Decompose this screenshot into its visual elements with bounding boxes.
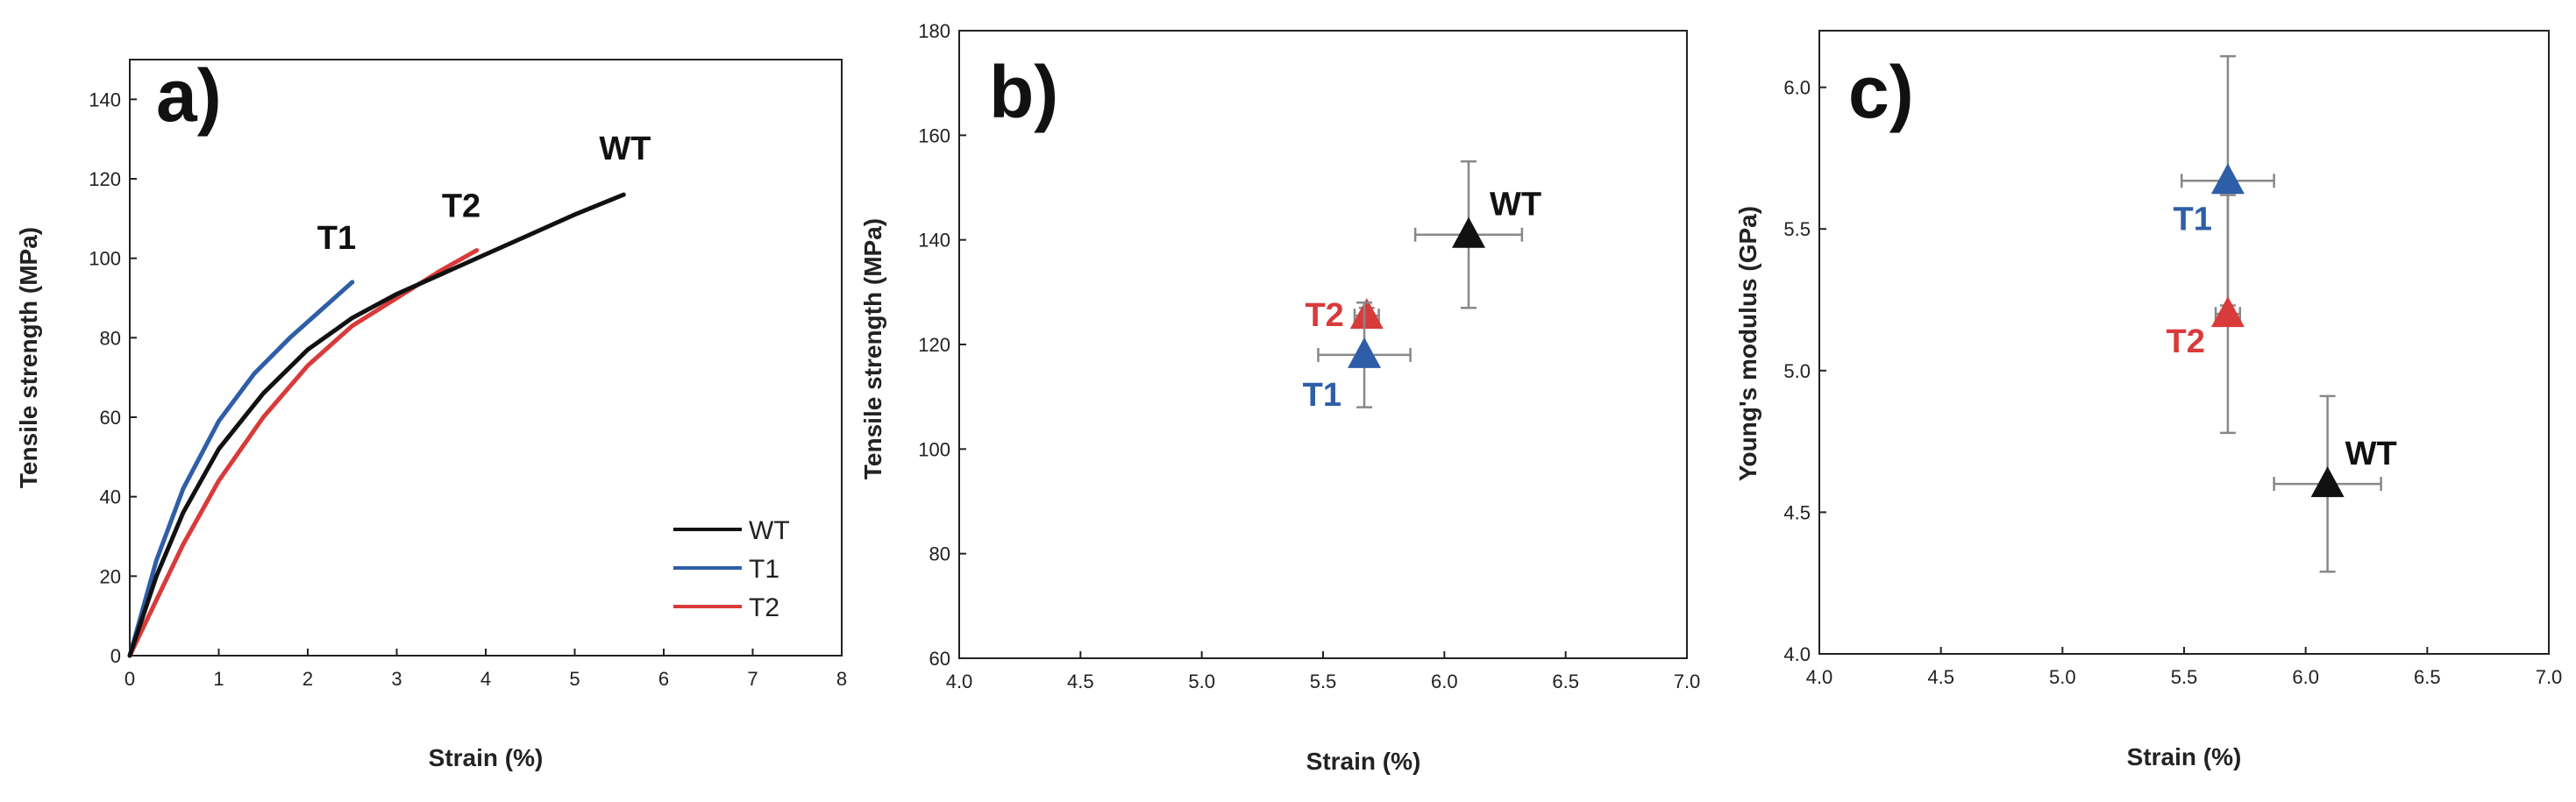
panel-c-xtick-label: 4.5 — [1927, 666, 1954, 688]
panel-c-xtick-label: 4.0 — [1806, 666, 1833, 688]
panel-a-xtick-label: 4 — [480, 668, 491, 690]
panel-b-xtick-label: 6.5 — [1552, 671, 1579, 692]
panel-a-ytick-label: 100 — [89, 248, 121, 270]
panel-c-marker-wt — [2310, 466, 2345, 498]
panel-b-xtick-label: 6.0 — [1431, 671, 1458, 692]
panel-b-xlabel: Strain (%) — [1306, 748, 1421, 775]
panel-b-ytick-label: 160 — [918, 124, 950, 146]
panel-a-label: a) — [156, 54, 222, 137]
panel-c-xtick-label: 7.0 — [2536, 666, 2563, 688]
panel-a-xtick-label: 3 — [391, 668, 402, 690]
panel-b-marker-t1 — [1348, 337, 1382, 368]
panel-a-ytick-label: 140 — [89, 89, 121, 110]
panel-c-xtick-label: 6.0 — [2292, 666, 2319, 688]
panel-a-ytick-label: 120 — [89, 168, 121, 190]
panel-a-xlabel: Strain (%) — [429, 744, 544, 771]
panel-c-ytick-label: 4.5 — [1783, 501, 1811, 523]
panel-a-xtick-label: 8 — [836, 668, 847, 690]
panel-a-end-labels: T1 T2 WT — [317, 131, 651, 257]
panel-b-ytick-label: 100 — [918, 438, 950, 460]
panel-c-ytick-label: 6.0 — [1783, 77, 1811, 99]
panel-a-lines — [127, 192, 626, 658]
legend-label-t1: T1 — [749, 555, 779, 584]
panel-a-xtick-label: 7 — [747, 668, 758, 690]
panel-a-xtick-label: 1 — [213, 668, 224, 690]
panel-b-xtick-label: 5.0 — [1188, 671, 1215, 692]
panel-a-xtick-label: 0 — [125, 668, 135, 690]
panel-c-marker-t2 — [2210, 296, 2245, 328]
panel-c-ytick-label: 5.0 — [1783, 360, 1811, 382]
panel-c-point-label-t1: T1 — [2174, 201, 2212, 238]
panel-b-xtick-label: 4.5 — [1067, 671, 1094, 692]
panel-a-ytick-label: 60 — [100, 407, 121, 429]
panel-b-ytick-label: 180 — [918, 20, 950, 42]
panel-a-ytick-label: 0 — [110, 645, 121, 667]
panel-a-ylabel: Tensile strength (MPa) — [15, 227, 42, 488]
end-label-wt: WT — [599, 131, 651, 167]
panel-b-point-label-wt: WT — [1490, 187, 1541, 224]
panel-b-xtick-label: 4.0 — [946, 671, 973, 692]
panel-b-ytick-label: 120 — [918, 334, 950, 356]
panel-c-point-label-t2: T2 — [2167, 323, 2205, 360]
panel-c-xtick-label: 5.0 — [2049, 666, 2076, 688]
panel-a-xtick-label: 6 — [658, 668, 669, 690]
series-line-t2 — [127, 248, 480, 658]
panel-a-xtick-label: 5 — [569, 668, 580, 690]
panel-b-ticks: 4.0 4.5 5.0 5.5 6.0 6.5 7.0 60 80 100 120 140 160 180 — [918, 20, 1700, 692]
panel-b-point-label-t2: T2 — [1305, 297, 1343, 334]
panel-c-xtick-label: 5.5 — [2171, 666, 2198, 688]
panel-a-ytick-label: 20 — [100, 565, 121, 587]
panel-c-xlabel: Strain (%) — [2127, 743, 2242, 770]
panel-b-ytick-label: 60 — [929, 648, 950, 670]
panel-a-ytick-label: 40 — [100, 486, 121, 508]
panel-a-xtick-label: 2 — [302, 668, 313, 690]
panel-b-ylabel: Tensile strength (MPa) — [859, 218, 886, 479]
panel-c-points: T1 T2 WT — [2167, 54, 2397, 573]
panel-c: c) Strain (%) Young's modulus (GPa) 4.0 4… — [1734, 30, 2562, 770]
legend: WT T1 T2 — [673, 516, 790, 622]
panel-b-point-label-t1: T1 — [1303, 377, 1341, 414]
legend-label-wt: WT — [749, 516, 790, 545]
series-line-wt — [127, 192, 626, 658]
legend-label-t2: T2 — [749, 593, 779, 622]
end-label-t2: T2 — [442, 188, 480, 225]
panel-c-ylabel: Young's modulus (GPa) — [1734, 206, 1761, 481]
end-label-t1: T1 — [317, 220, 356, 257]
panel-b: b) Strain (%) Tensile strength (MPa) 4.0… — [859, 20, 1700, 775]
panel-b-xtick-label: 5.5 — [1310, 671, 1337, 692]
panel-c-xtick-label: 6.5 — [2414, 666, 2441, 688]
panel-c-label: c) — [1848, 51, 1914, 133]
panel-b-points: WT T2 T1 — [1303, 160, 1541, 414]
panel-c-ytick-label: 5.5 — [1783, 218, 1811, 240]
panel-b-label: b) — [989, 51, 1058, 133]
panel-c-point-label-wt: WT — [2345, 436, 2397, 472]
panel-b-marker-t2 — [1349, 298, 1384, 330]
panel-b-ytick-label: 80 — [929, 543, 950, 565]
panel-b-frame — [958, 30, 1688, 659]
panel-a-ytick-label: 80 — [100, 327, 121, 349]
panel-c-ticks: 4.0 4.5 5.0 5.5 6.0 6.5 7.0 4.0 4.5 5.0 5.5 6.0 — [1783, 77, 2562, 688]
panel-c-ytick-label: 4.0 — [1783, 643, 1811, 665]
panel-b-ytick-label: 140 — [918, 230, 950, 252]
series-line-t1 — [127, 280, 355, 658]
panel-b-marker-wt — [1452, 216, 1485, 248]
panel-b-xtick-label: 7.0 — [1674, 671, 1701, 692]
panel-c-marker-t1 — [2210, 163, 2245, 195]
